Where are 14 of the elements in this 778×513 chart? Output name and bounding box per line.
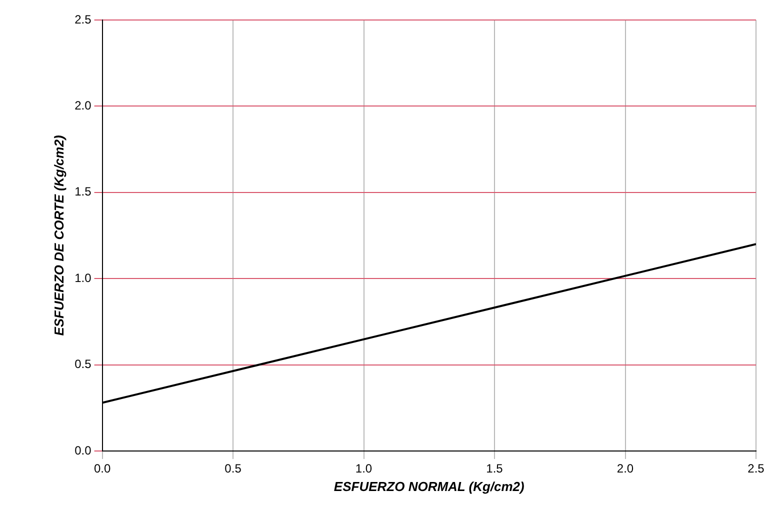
x-tick-label: 1.5 [486, 462, 504, 476]
y-tick-label: 0.0 [74, 443, 92, 458]
x-tick-label: 2.5 [748, 462, 765, 476]
y-tick-label: 0.5 [74, 357, 92, 372]
x-axis-title: ESFUERZO NORMAL (Kg/cm2) [334, 478, 524, 494]
x-tick-label: 1.0 [355, 462, 372, 476]
y-tick-label: 1.0 [74, 270, 92, 285]
y-tick-label: 1.5 [74, 184, 92, 199]
y-tick-label: 2.0 [74, 98, 92, 113]
y-tick-label: 2.5 [74, 12, 92, 26]
x-tick-label: 0.5 [224, 462, 242, 476]
y-axis-title: ESFUERZO DE CORTE (Kg/cm2) [51, 135, 66, 336]
x-tick-label: 2.0 [616, 462, 634, 476]
x-tick-label: 0.0 [94, 462, 111, 476]
